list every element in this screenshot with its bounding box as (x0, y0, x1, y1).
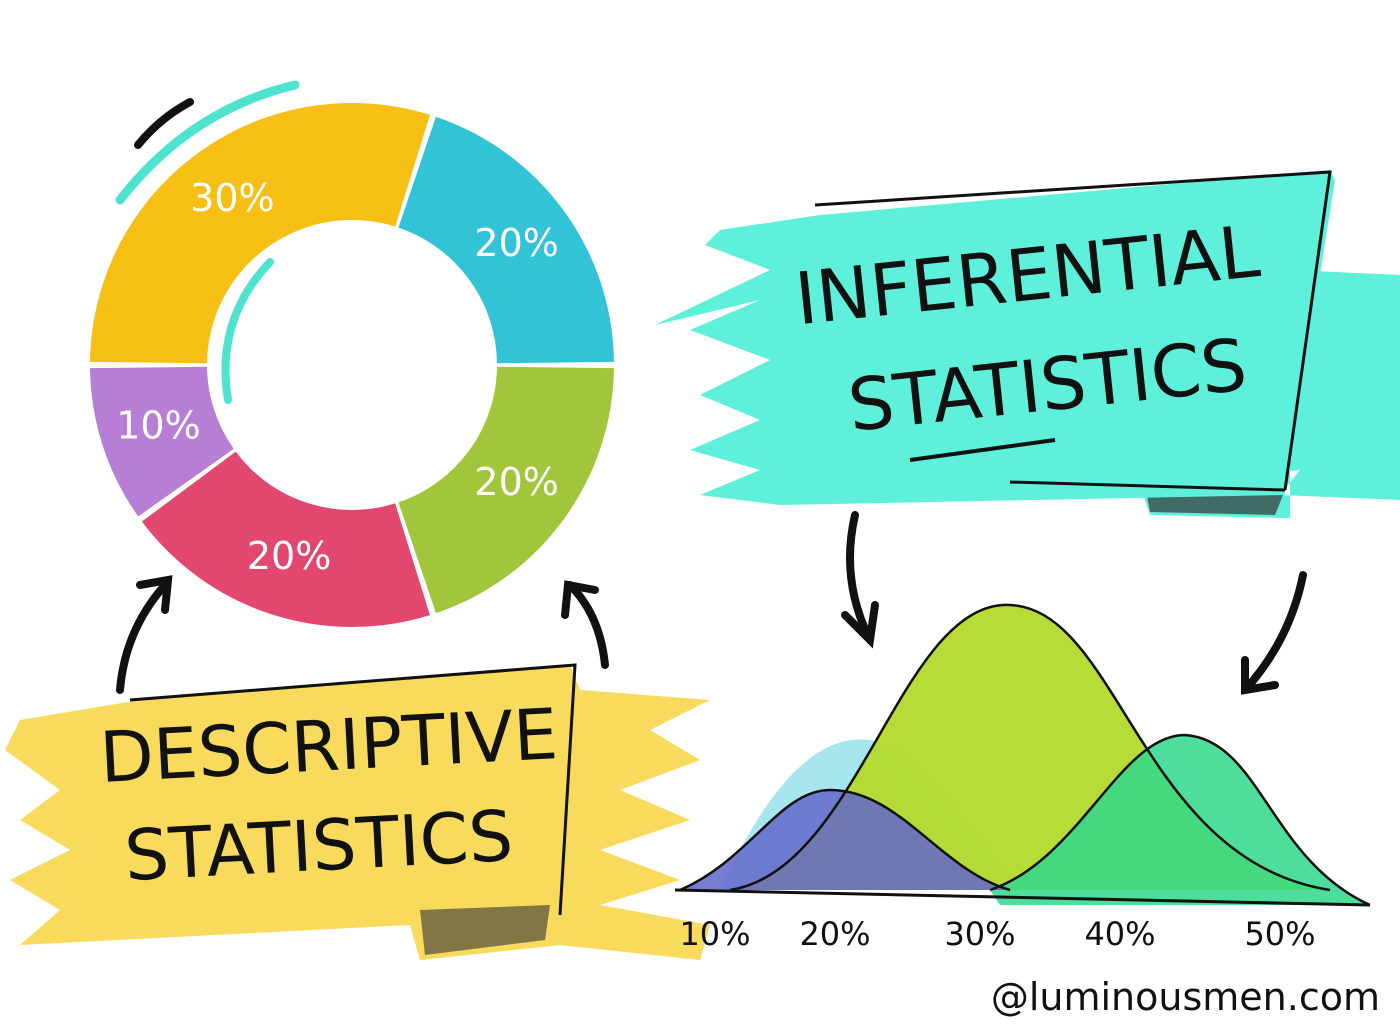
accent-stroke (221, 258, 274, 404)
arrow (841, 511, 879, 649)
donut-chart: 30% 20% 20% 20% 10% (90, 102, 614, 627)
banner-outline (129, 663, 577, 916)
underline (909, 438, 1056, 462)
curve (990, 735, 1370, 905)
accent-stroke (134, 98, 194, 149)
accent-stroke (115, 80, 300, 205)
axis-label: 50% (1244, 915, 1315, 953)
curve-outline (679, 788, 1011, 892)
axis-labels: 10% 20% 30% 40% 50% (679, 915, 1315, 953)
arrow (116, 575, 173, 694)
descriptive-banner: DESCRIPTIVE STATISTICS (5, 663, 710, 960)
curve-outline (729, 603, 1331, 892)
axis-label: 10% (679, 915, 750, 953)
arrows (116, 511, 1307, 695)
banner-outline (1009, 480, 1286, 492)
arrow (1241, 571, 1307, 695)
donut-segment (141, 451, 430, 627)
donut-segment (398, 366, 614, 614)
segment-label: 10% (116, 403, 200, 447)
curve (680, 790, 1010, 890)
donut-segment (90, 102, 430, 364)
credit: @luminousmen.com (991, 975, 1380, 1019)
banner-title: STATISTICS (122, 795, 515, 897)
donut-segment (398, 116, 614, 364)
segment-label: 20% (474, 460, 558, 504)
axis-label: 20% (799, 915, 870, 953)
banner-outline (814, 170, 1332, 491)
arrow (561, 580, 609, 669)
inferential-banner: INFERENTIAL STATISTICS (655, 170, 1400, 518)
banner-shade (420, 905, 550, 955)
axis-line (674, 888, 1371, 907)
banner-tail (1140, 270, 1400, 518)
donut-segment (90, 366, 234, 517)
axis-label: 30% (944, 915, 1015, 953)
segment-label: 20% (474, 221, 558, 265)
axis-label: 40% (1084, 915, 1155, 953)
banner-body (5, 665, 710, 960)
distribution-plot (674, 603, 1371, 907)
curve-outline (989, 733, 1371, 907)
banner-body (655, 170, 1335, 505)
segment-label: 30% (190, 176, 274, 220)
segment-label: 20% (247, 534, 331, 578)
